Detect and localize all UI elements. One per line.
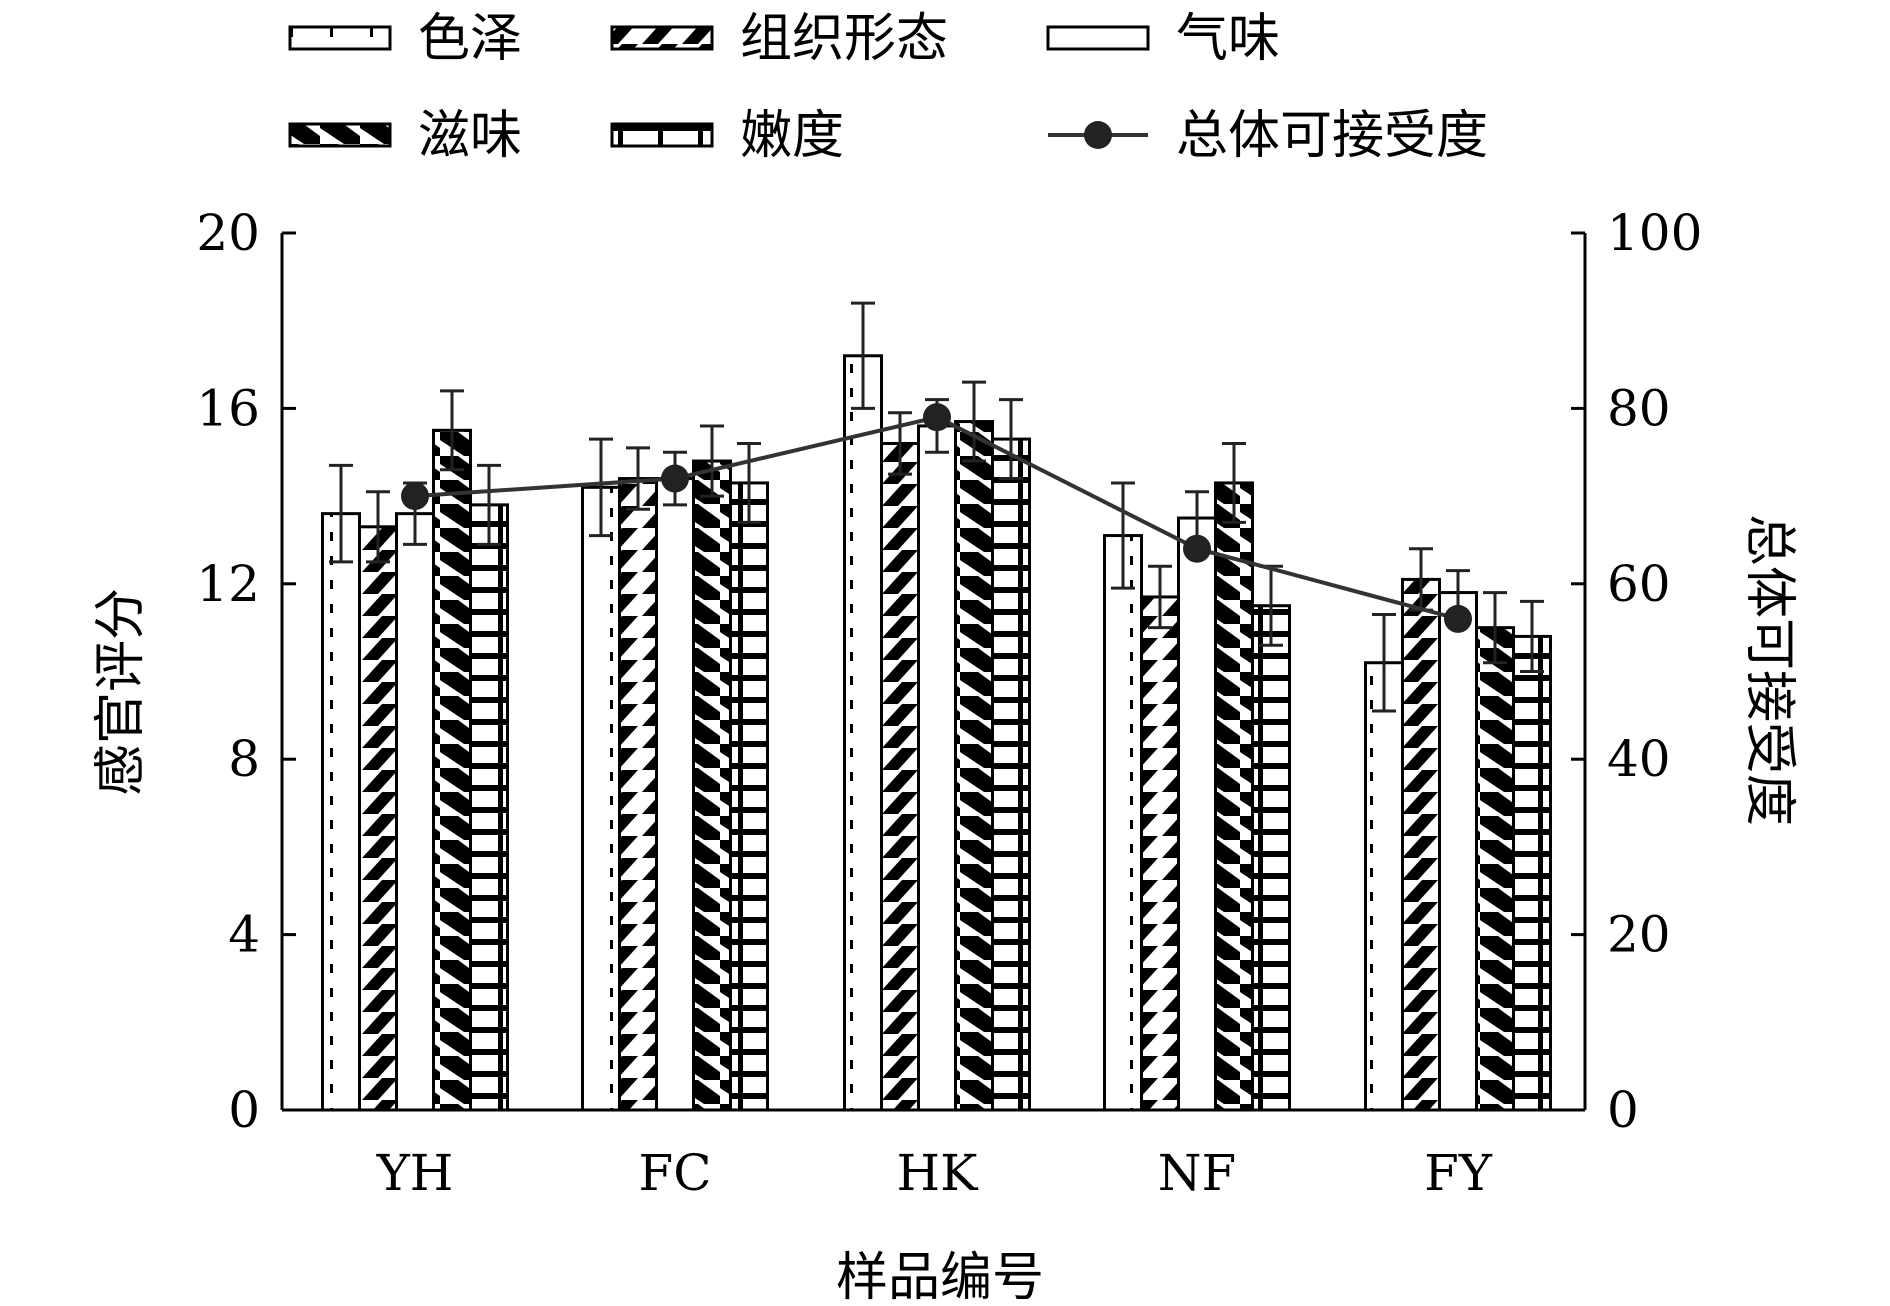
legend-label: 嫩度 [740, 106, 844, 166]
acceptability-point-FC [661, 464, 689, 493]
acceptability-point-YH [401, 482, 429, 511]
error-bar-HK-3 [962, 380, 986, 463]
error-bar-HK-1 [888, 411, 912, 476]
bar-NF-4 [1251, 604, 1291, 1112]
error-bar-FC-0 [589, 437, 613, 538]
error-bar-FY-4 [1520, 599, 1544, 673]
acceptability-line [401, 403, 1472, 633]
legend-line-marker [1084, 121, 1112, 149]
bar-HK-2 [917, 424, 957, 1112]
acceptability-point-FY [1444, 604, 1472, 633]
legend-item-1: 组织形态 [610, 9, 948, 69]
bar-HK-1 [880, 441, 920, 1112]
legend-swatch [1046, 25, 1150, 51]
y2-axis-title: 总体可接受度 [1739, 514, 1799, 826]
legend-swatch [288, 122, 392, 148]
bar-HK-4 [991, 437, 1031, 1112]
y-tick-label: 0 [228, 1081, 260, 1139]
error-bar-HK-4 [999, 398, 1023, 481]
legend-item-4: 嫩度 [610, 106, 844, 166]
x-tick-label-YH: YH [376, 1144, 454, 1202]
bar-YH-0 [321, 512, 361, 1112]
error-bar-YH-0 [329, 463, 353, 564]
bar-FY-1 [1401, 577, 1441, 1112]
legend-swatch [610, 25, 714, 51]
error-bar-HK-0 [851, 301, 875, 410]
bar-FY-3 [1475, 626, 1515, 1112]
legend-item-line: 总体可接受度 [1048, 106, 1488, 166]
bar-YH-3 [432, 428, 472, 1112]
x-tick-label-FC: FC [639, 1144, 712, 1202]
legend-swatch [610, 122, 714, 148]
y-tick-label: 20 [196, 204, 260, 262]
error-bar-FC-3 [700, 424, 724, 498]
bar-HK-0 [843, 354, 883, 1112]
legend-label: 组织形态 [740, 9, 948, 69]
acceptability-point-NF [1183, 534, 1211, 563]
legend-label: 滋味 [418, 106, 522, 166]
x-tick-label-NF: NF [1158, 1144, 1236, 1202]
bar-YH-2 [395, 512, 435, 1112]
bar-FY-2 [1438, 591, 1478, 1112]
bar-FY-4 [1512, 634, 1552, 1112]
bars [321, 354, 1552, 1112]
legend-label: 总体可接受度 [1176, 106, 1488, 166]
error-bar-FC-4 [737, 441, 761, 524]
acceptability-point-HK [923, 403, 951, 432]
y-tick-label: 12 [196, 555, 260, 613]
y2-tick-label: 0 [1607, 1081, 1639, 1139]
axes: 0 4 8 12 16 20 0 20 40 60 80 100 YH FC HK NF FY [196, 204, 1702, 1202]
y-tick-label: 8 [228, 730, 260, 788]
bar-FC-0 [581, 485, 621, 1112]
legend-item-0: 色泽 [288, 9, 522, 69]
error-bar-YH-1 [366, 490, 390, 564]
x-tick-label-HK: HK [897, 1144, 980, 1202]
bar-FC-4 [729, 481, 769, 1112]
bar-NF-2 [1177, 516, 1217, 1112]
y2-tick-label: 100 [1607, 204, 1702, 262]
error-bar-NF-3 [1222, 441, 1246, 524]
x-axis-title: 样品编号 [836, 1248, 1044, 1306]
legend-item-2: 气味 [1046, 9, 1280, 69]
y2-tick-label: 20 [1607, 906, 1671, 964]
bar-YH-1 [358, 525, 398, 1112]
bar-FC-1 [618, 477, 658, 1112]
y-tick-label: 4 [228, 906, 260, 964]
error-bar-NF-0 [1111, 481, 1135, 590]
legend-label: 色泽 [418, 9, 522, 69]
bar-NF-1 [1140, 595, 1180, 1112]
legend-item-3: 滋味 [288, 106, 522, 166]
error-bars [329, 301, 1544, 713]
y-tick-label: 16 [196, 379, 260, 437]
x-tick-label-FY: FY [1424, 1144, 1493, 1202]
error-bar-FY-0 [1372, 612, 1396, 713]
error-bar-FC-1 [626, 446, 650, 511]
error-bar-NF-1 [1148, 564, 1172, 630]
error-bar-YH-4 [477, 463, 501, 546]
legend-label: 气味 [1176, 9, 1280, 69]
y-axis-title: 感官评分 [91, 588, 151, 796]
bar-FC-2 [655, 477, 695, 1112]
y2-tick-label: 80 [1607, 379, 1671, 437]
y2-tick-label: 60 [1607, 555, 1671, 613]
y2-tick-label: 40 [1607, 730, 1671, 788]
bar-NF-3 [1214, 481, 1254, 1112]
bar-FC-3 [692, 459, 732, 1112]
error-bar-FY-3 [1483, 591, 1507, 665]
bar-YH-4 [469, 503, 509, 1112]
bar-FY-0 [1364, 661, 1404, 1112]
bar-NF-0 [1103, 534, 1143, 1112]
legend-swatch [288, 25, 392, 51]
bar-HK-3 [954, 420, 994, 1112]
error-bar-YH-3 [440, 389, 464, 472]
